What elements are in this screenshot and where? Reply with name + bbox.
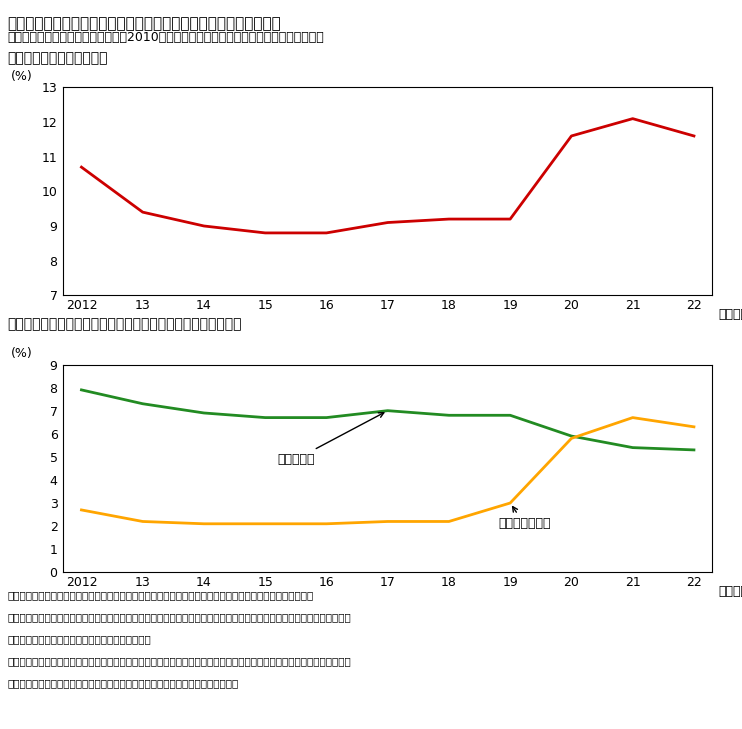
Text: （備考）　１．厚生労働省「一般職業紹介状況（職業安定業務統計）：雇用関係指標（年度）」により作成。: （備考） １．厚生労働省「一般職業紹介状況（職業安定業務統計）：雇用関係指標（年…: [7, 590, 314, 601]
Text: ２．求職者の雇用機会が最大となるよう職種間・都道府県間での求職者の再配分が行われた場合と、実現した雇: ２．求職者の雇用機会が最大となるよう職種間・都道府県間での求職者の再配分が行われ…: [7, 612, 351, 623]
Text: 用の差を、ミスマッチとしている。: 用の差を、ミスマッチとしている。: [7, 634, 151, 644]
Text: 労働市場のミスマッチは、2010年代半ばまで低下傾向であったが、その後は上昇: 労働市場のミスマッチは、2010年代半ばまで低下傾向であったが、その後は上昇: [7, 31, 324, 44]
Text: 職種間要因: 職種間要因: [278, 413, 384, 466]
Text: （年度）: （年度）: [719, 585, 742, 598]
Text: は、求職者は希望職種を変えないとしたときのミスマッチである。: は、求職者は希望職種を変えないとしたときのミスマッチである。: [7, 678, 239, 688]
Text: ３．職種間要因とは、求職者は都道府県間で移動しないと仮定したときのミスマッチであり、都道府県間要因と: ３．職種間要因とは、求職者は都道府県間で移動しないと仮定したときのミスマッチであ…: [7, 656, 351, 666]
Text: （２）要因別のミスマッチ率（職種間要因、都道府県間要因）: （２）要因別のミスマッチ率（職種間要因、都道府県間要因）: [7, 318, 242, 332]
Text: 第２－２－４図　我が国労働市場における需給ミスマッチ率の動向: 第２－２－４図 我が国労働市場における需給ミスマッチ率の動向: [7, 16, 281, 31]
Text: 都道府県間要因: 都道府県間要因: [498, 507, 551, 530]
Text: （年度）: （年度）: [719, 308, 742, 321]
Text: (%): (%): [11, 70, 33, 83]
Text: （１）ミスマッチ率の推移: （１）ミスマッチ率の推移: [7, 51, 108, 65]
Text: (%): (%): [11, 347, 33, 360]
